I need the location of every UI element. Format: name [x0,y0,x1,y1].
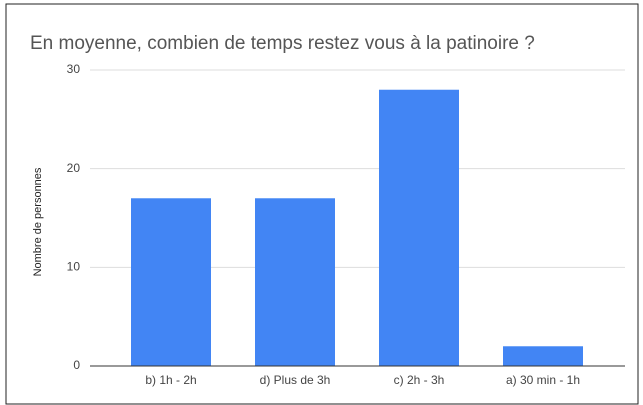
x-tick-label: a) 30 min - 1h [506,373,580,387]
y-tick-label: 20 [67,161,81,175]
bar [503,346,583,366]
y-axis-label: Nombre de personnes [32,167,44,276]
bar [131,198,211,366]
x-tick-label: c) 2h - 3h [394,373,445,387]
chart-title: En moyenne, combien de temps restez vous… [30,33,535,54]
bar [379,89,459,366]
bar [255,198,335,366]
y-tick-label: 30 [67,62,81,76]
x-tick-label: b) 1h - 2h [145,373,196,387]
x-tick-label: d) Plus de 3h [260,373,331,387]
y-tick-label: 10 [67,260,81,274]
y-tick-label: 0 [73,358,80,372]
